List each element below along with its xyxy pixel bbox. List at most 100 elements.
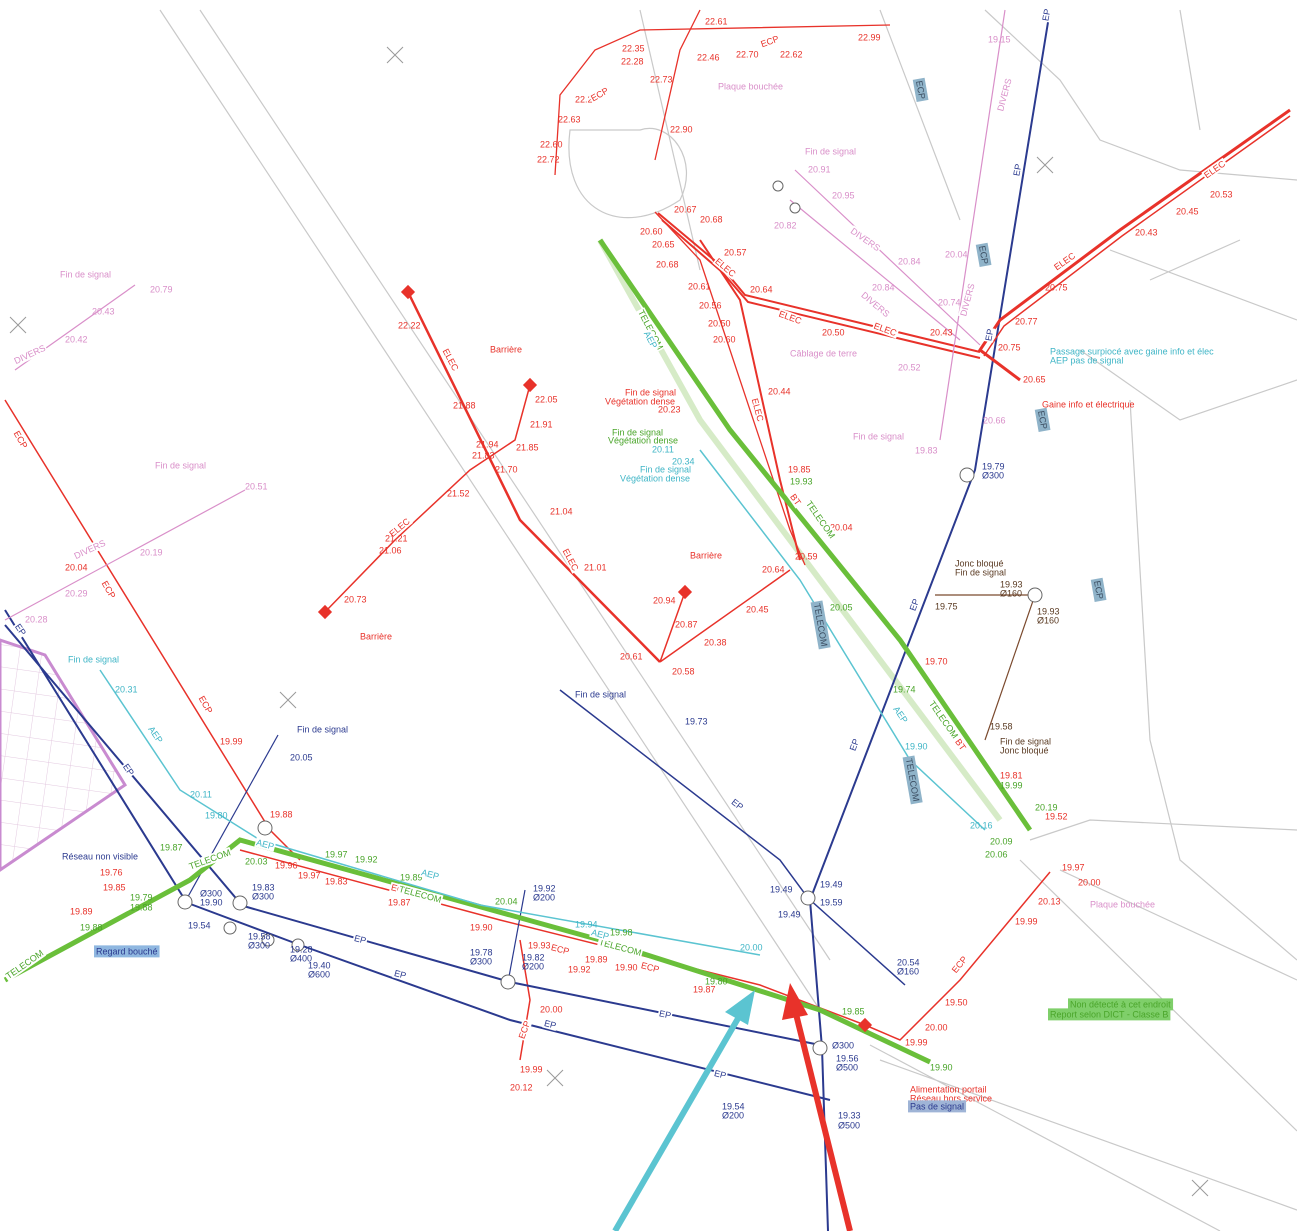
label-group: 20.66 (983, 415, 1006, 425)
map-label: 20.05 (830, 602, 853, 612)
map-label: 21.83 (472, 450, 495, 460)
map-label: Fin de signal (955, 567, 1006, 577)
map-label: 20.29 (65, 588, 88, 598)
label-group: 20.05 (290, 752, 313, 762)
network-name: EP (983, 328, 995, 342)
label-group: 19.85 (103, 882, 126, 892)
map-label: 21.52 (447, 488, 470, 498)
map-label: 21.91 (530, 419, 553, 429)
map-label: 19.49 (778, 909, 801, 919)
map-label: 20.43 (930, 327, 953, 337)
label-group: 20.50 (708, 318, 731, 328)
label-group: ECP (1035, 408, 1051, 432)
map-label: 22.70 (736, 49, 759, 59)
map-label: Report selon DICT - Classe B (1050, 1009, 1168, 1019)
label-group: ELEC (560, 546, 581, 574)
map-label: Ø500 (838, 1120, 860, 1130)
label-group: 20.38 (704, 637, 727, 647)
map-label: 22.61 (705, 16, 728, 26)
map-label: 20.60 (640, 226, 663, 236)
label-group: Fin de signal (155, 460, 206, 470)
map-label: Fin de signal (575, 689, 626, 699)
map-label: 19.90 (905, 741, 928, 751)
label-group: 19.99 (520, 1064, 543, 1074)
network-name: ECP (759, 34, 780, 50)
map-label: 19.80 (205, 810, 228, 820)
map-label: 19.59 (820, 897, 843, 907)
label-group: 20.23 (658, 404, 681, 414)
label-group: 21.52 (447, 488, 470, 498)
label-group: 20.11 (190, 789, 212, 799)
map-label: 19.49 (770, 884, 793, 894)
map-label: Ø300 (982, 470, 1004, 480)
map-label: 20.05 (290, 752, 313, 762)
map-label: 20.58 (672, 666, 695, 676)
label-group: 20.56 (699, 300, 722, 310)
network-name: EP (713, 1068, 727, 1081)
map-label: 21.94 (476, 439, 499, 449)
map-label: 20.87 (675, 619, 698, 629)
map-label: 21.04 (550, 506, 573, 516)
map-label: 19.70 (925, 656, 948, 666)
label-group: 20.43 (930, 327, 953, 337)
label-group: 19.89 (400, 872, 423, 882)
label-group: Câblage de terre (790, 348, 857, 358)
map-label: 20.00 (925, 1022, 948, 1032)
label-group: 22.28 (621, 56, 644, 66)
label-group: TELECOM (3, 947, 46, 981)
label-group: AEP (254, 837, 276, 852)
map-label: 20.31 (115, 684, 138, 694)
map-label: Ø200 (533, 892, 555, 902)
label-group: 19.89 (585, 954, 608, 964)
map-label: 20.50 (822, 327, 845, 337)
label-group: AEP pas de signal (1050, 355, 1123, 365)
map-label: 20.94 (653, 595, 676, 605)
label-group: 20.19 (1035, 802, 1058, 812)
label-group: EP (657, 1008, 673, 1021)
label-group: 19.92 (568, 964, 591, 974)
map-label: 20.68 (656, 259, 679, 269)
map-label: 20.11 (652, 444, 674, 454)
label-group: ELEC (777, 308, 805, 326)
label-group: 19.50 (945, 997, 968, 1007)
label-group: Barrière (360, 631, 392, 641)
label-group: TELECOM (803, 498, 837, 541)
label-group: ELEC (1051, 250, 1078, 273)
label-group: 20.77 (1015, 316, 1038, 326)
map-label: 20.50 (708, 318, 731, 328)
label-group: 22.61 (705, 16, 728, 26)
label-group: 20.82 (774, 220, 797, 230)
label-group: 19.81 (1000, 770, 1023, 780)
map-label: Ø300 (832, 1040, 854, 1050)
map-label: 22.72 (537, 154, 560, 164)
label-group: Fin de signal (297, 724, 348, 734)
map-label: 20.16 (970, 820, 993, 830)
label-group: 19.15 (988, 34, 1011, 44)
label-group: 19.99 (905, 1037, 928, 1047)
map-label: 20.19 (140, 547, 163, 557)
label-group: ELEC (440, 346, 461, 374)
map-label: 20.12 (510, 1082, 533, 1092)
map-label: Jonc bloqué (1000, 745, 1049, 755)
label-group: 20.44 (768, 386, 791, 396)
label-group: 20.04 (495, 896, 518, 906)
map-label: 19.99 (520, 1064, 543, 1074)
label-group: Végétation dense (620, 473, 690, 483)
label-group: 19.70 (925, 656, 948, 666)
map-label: Ø300 (470, 956, 492, 966)
map-label: 22.73 (650, 74, 673, 84)
label-group: 21.83 (472, 450, 495, 460)
label-group: 22.46 (697, 52, 720, 62)
label-group: 20.68 (700, 214, 723, 224)
map-label: 19.54 (188, 920, 211, 930)
map-label: 20.66 (983, 415, 1006, 425)
label-group: Ø600 (308, 969, 330, 979)
label-group: 21.70 (495, 464, 518, 474)
map-label: 19.50 (945, 997, 968, 1007)
map-label: 19.49 (820, 879, 843, 889)
map-label: Fin de signal (805, 146, 856, 156)
label-group: 19.80 (705, 976, 728, 986)
map-label: 20.42 (65, 334, 88, 344)
map-label: Plaque bouchée (718, 81, 783, 91)
map-label: 19.97 (325, 849, 348, 859)
